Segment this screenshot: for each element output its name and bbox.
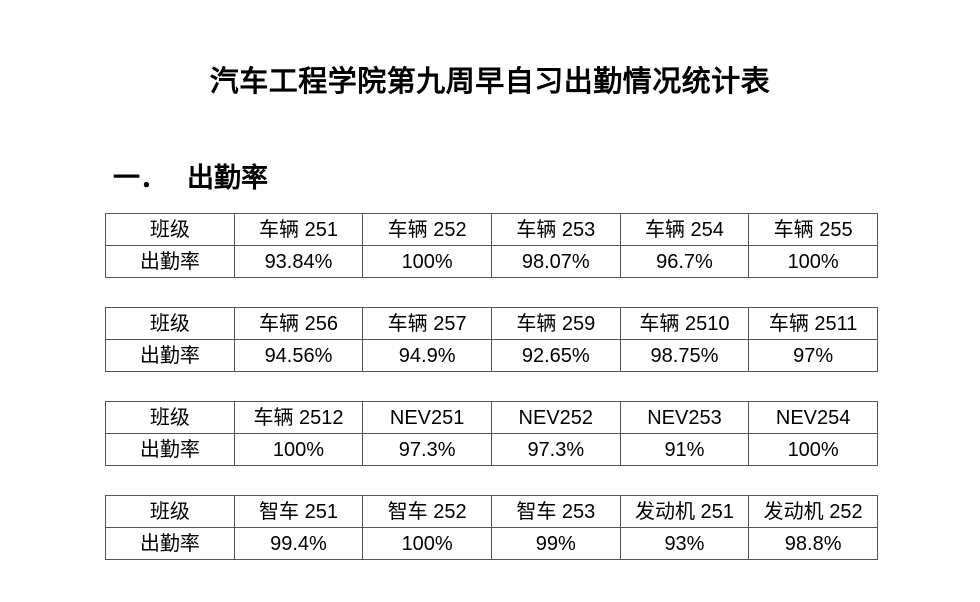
class-name-cell: NEV251 bbox=[362, 401, 492, 434]
row-header-class: 班级 bbox=[105, 213, 235, 246]
class-name-cell: 发动机 252 bbox=[748, 495, 878, 528]
class-name-cell: 智车 252 bbox=[362, 495, 492, 528]
attendance-rate-cell: 97.3% bbox=[490, 433, 621, 466]
class-name-cell: 车辆 2510 bbox=[619, 307, 750, 340]
attendance-rate-cell: 99% bbox=[490, 527, 621, 560]
attendance-rate-cell: 98.75% bbox=[619, 339, 750, 372]
attendance-rate-cell: 97.3% bbox=[362, 433, 492, 466]
attendance-rate-cell: 98.8% bbox=[748, 527, 878, 560]
row-header-rate: 出勤率 bbox=[105, 339, 235, 372]
section-number: 一． bbox=[113, 163, 167, 193]
table-row-classes: 班级 智车 251 智车 252 智车 253 发动机 251 发动机 252 bbox=[105, 495, 878, 528]
class-name-cell: 车辆 257 bbox=[362, 307, 492, 340]
attendance-rate-cell: 99.4% bbox=[233, 527, 364, 560]
attendance-table-4: 班级 智车 251 智车 252 智车 253 发动机 251 发动机 252 … bbox=[105, 495, 878, 560]
class-name-cell: 车辆 253 bbox=[490, 213, 621, 246]
attendance-rate-cell: 93% bbox=[619, 527, 750, 560]
class-name-cell: 车辆 255 bbox=[748, 213, 878, 246]
attendance-rate-cell: 100% bbox=[748, 433, 878, 466]
attendance-table-2: 班级 车辆 256 车辆 257 车辆 259 车辆 2510 车辆 2511 … bbox=[105, 307, 878, 372]
class-name-cell: NEV252 bbox=[490, 401, 621, 434]
class-name-cell: 发动机 251 bbox=[619, 495, 750, 528]
attendance-rate-cell: 100% bbox=[233, 433, 364, 466]
document-title: 汽车工程学院第九周早自习出勤情况统计表 bbox=[209, 66, 771, 98]
attendance-rate-cell: 93.84% bbox=[233, 245, 364, 278]
class-name-cell: 车辆 251 bbox=[233, 213, 364, 246]
class-name-cell: 车辆 256 bbox=[233, 307, 364, 340]
attendance-table-3: 班级 车辆 2512 NEV251 NEV252 NEV253 NEV254 出… bbox=[105, 401, 878, 466]
section-heading: 一． 出勤率 bbox=[113, 156, 268, 195]
row-header-class: 班级 bbox=[105, 307, 235, 340]
attendance-table-1: 班级 车辆 251 车辆 252 车辆 253 车辆 254 车辆 255 出勤… bbox=[105, 213, 878, 278]
table-row-rates: 出勤率 100% 97.3% 97.3% 91% 100% bbox=[105, 433, 878, 466]
row-header-rate: 出勤率 bbox=[105, 245, 235, 278]
table-row-rates: 出勤率 99.4% 100% 99% 93% 98.8% bbox=[105, 527, 878, 560]
class-name-cell: 车辆 2512 bbox=[233, 401, 364, 434]
attendance-rate-cell: 94.56% bbox=[233, 339, 364, 372]
row-header-class: 班级 bbox=[105, 401, 235, 434]
row-header-rate: 出勤率 bbox=[105, 433, 235, 466]
class-name-cell: NEV253 bbox=[619, 401, 750, 434]
attendance-rate-cell: 97% bbox=[748, 339, 878, 372]
table-row-rates: 出勤率 93.84% 100% 98.07% 96.7% 100% bbox=[105, 245, 878, 278]
attendance-rate-cell: 92.65% bbox=[490, 339, 621, 372]
class-name-cell: 车辆 252 bbox=[362, 213, 492, 246]
row-header-class: 班级 bbox=[105, 495, 235, 528]
attendance-rate-cell: 96.7% bbox=[619, 245, 750, 278]
attendance-rate-cell: 98.07% bbox=[490, 245, 621, 278]
attendance-rate-cell: 94.9% bbox=[362, 339, 492, 372]
attendance-rate-cell: 100% bbox=[362, 245, 492, 278]
class-name-cell: 智车 251 bbox=[233, 495, 364, 528]
section-title: 出勤率 bbox=[187, 163, 268, 193]
attendance-rate-cell: 91% bbox=[619, 433, 750, 466]
attendance-rate-cell: 100% bbox=[748, 245, 878, 278]
table-row-classes: 班级 车辆 2512 NEV251 NEV252 NEV253 NEV254 bbox=[105, 401, 878, 434]
table-row-classes: 班级 车辆 251 车辆 252 车辆 253 车辆 254 车辆 255 bbox=[105, 213, 878, 246]
table-row-classes: 班级 车辆 256 车辆 257 车辆 259 车辆 2510 车辆 2511 bbox=[105, 307, 878, 340]
attendance-rate-cell: 100% bbox=[362, 527, 492, 560]
class-name-cell: 车辆 254 bbox=[619, 213, 750, 246]
table-row-rates: 出勤率 94.56% 94.9% 92.65% 98.75% 97% bbox=[105, 339, 878, 372]
class-name-cell: NEV254 bbox=[748, 401, 878, 434]
class-name-cell: 智车 253 bbox=[490, 495, 621, 528]
class-name-cell: 车辆 259 bbox=[490, 307, 621, 340]
class-name-cell: 车辆 2511 bbox=[748, 307, 878, 340]
row-header-rate: 出勤率 bbox=[105, 527, 235, 560]
